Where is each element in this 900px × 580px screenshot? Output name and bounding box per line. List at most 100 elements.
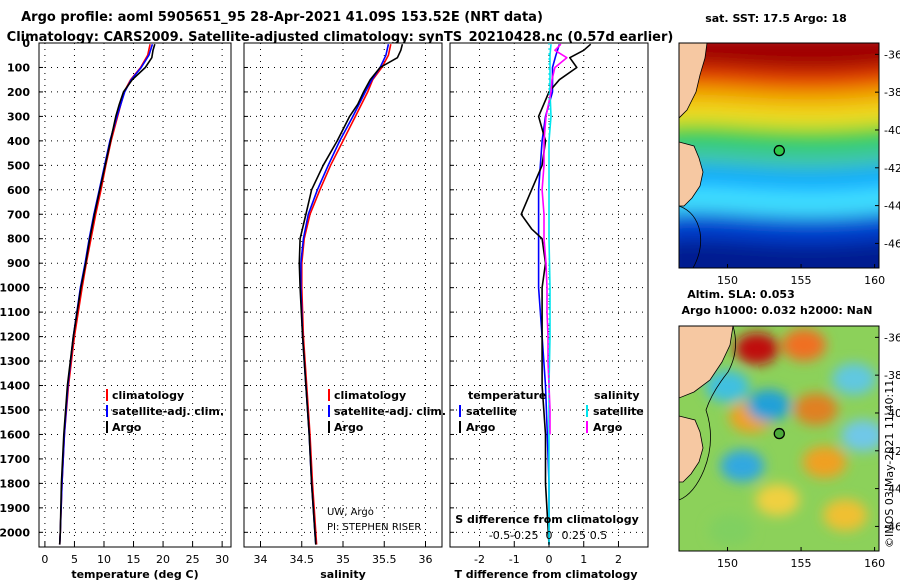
series-line-salinity-argo <box>541 43 568 435</box>
legend-label-t-argo: Argo <box>466 421 496 434</box>
depth-tick-label: 1900 <box>0 502 30 515</box>
lon-tick-label: 150 <box>717 557 738 570</box>
temperature-panel-frame <box>38 42 232 548</box>
sla-field <box>705 328 879 547</box>
secondary-x-tick-label: 0.25 <box>562 529 587 542</box>
imos-timestamp: ©IMOS 03-May-2021 11:40:11 <box>883 380 896 548</box>
secondary-x-tick-label: -0.25 <box>510 529 538 542</box>
lon-tick-label: 155 <box>791 557 812 570</box>
annotation-uw-argo: UW, Argo <box>327 507 374 518</box>
series-line-temperature-argo <box>520 43 592 545</box>
lon-tick-label: 150 <box>717 274 738 287</box>
lon-tick-label: 160 <box>864 274 885 287</box>
x-tick-label: 10 <box>97 553 111 566</box>
difference-x-label: T difference from climatology <box>454 568 637 580</box>
lat-tick-label: -46 <box>884 237 900 250</box>
lat-tick-label: -46 <box>884 520 900 533</box>
sst-map-axes: 150 155 160 -36 -38 -40 -42 -44 -46 <box>717 48 900 287</box>
lat-tick-label: -42 <box>884 162 900 175</box>
depth-tick-label: 1100 <box>0 306 30 319</box>
depth-tick-label: 700 <box>7 208 30 221</box>
depth-tick-label: 100 <box>7 61 30 74</box>
depth-tick-label: 1600 <box>0 428 30 441</box>
lat-tick-label: -44 <box>884 200 900 213</box>
lon-tick-label: 160 <box>864 557 885 570</box>
salinity-series <box>298 43 404 545</box>
sla-eddy <box>708 514 753 547</box>
sla-eddy <box>746 389 791 422</box>
depth-tick-label: 1400 <box>0 380 30 393</box>
secondary-x-tick-label: 0.5 <box>590 529 608 542</box>
lat-tick-label: -44 <box>884 483 900 496</box>
temperature-grid <box>39 43 231 547</box>
x-tick-label: 0 <box>546 553 553 566</box>
series-line-temperature-satellite <box>537 43 561 545</box>
lon-tick-label: 155 <box>791 274 812 287</box>
argo-position-marker <box>773 427 785 440</box>
sst-map-title: sat. SST: 17.5 Argo: 18 <box>705 12 847 25</box>
difference-secondary-x-ticks: -0.5 -0.25 0 0.25 0.5 <box>489 529 607 542</box>
header-title-line2: Climatology: CARS2009. Satellite-adjuste… <box>7 30 674 45</box>
x-tick-label: 35 <box>336 553 350 566</box>
depth-tick-label: 0 <box>22 37 30 50</box>
lat-tick-label: -40 <box>884 124 900 137</box>
depth-tick-label: 800 <box>7 233 30 246</box>
australia-coast <box>679 326 734 399</box>
sst-band <box>679 239 879 268</box>
x-tick-label: 34 <box>254 553 268 566</box>
legend-label-climatology: climatology <box>334 389 406 402</box>
bathymetry-contour <box>679 326 736 501</box>
sst-map <box>679 43 879 268</box>
lat-tick-label: -36 <box>884 331 900 344</box>
argo-position-marker <box>773 144 785 157</box>
x-tick-label: 15 <box>127 553 141 566</box>
lat-tick-label: -40 <box>884 407 900 420</box>
sla-eddy <box>840 419 879 452</box>
salinity-legend: climatology satellite-adj. clim. Argo UW… <box>327 389 446 533</box>
sla-map-title-line2: Argo h1000: 0.032 h2000: NaN <box>681 304 872 317</box>
depth-tick-label: 1200 <box>0 331 30 344</box>
sla-eddy <box>782 328 826 361</box>
lat-tick-label: -42 <box>884 445 900 458</box>
depth-tick-label: 2000 <box>0 526 30 539</box>
lat-tick-label: -36 <box>884 48 900 61</box>
depth-tick-label: 400 <box>7 135 30 148</box>
bathymetry-contour <box>679 205 702 268</box>
header-title-line1: Argo profile: aoml 5905651_95 28-Apr-202… <box>21 10 543 25</box>
legend-heading-salinity: salinity <box>594 389 640 402</box>
depth-tick-label: 1700 <box>0 453 30 466</box>
temperature-x-label: temperature (deg C) <box>71 568 198 580</box>
depth-tick-label: 1500 <box>0 404 30 417</box>
sst-map-frame <box>678 42 880 269</box>
australia-coast <box>679 43 708 119</box>
sla-eddy <box>832 362 876 395</box>
legend-heading-temperature: temperature <box>468 389 546 402</box>
sla-map-frame <box>678 325 880 552</box>
sla-map-title-line1: Altim. SLA: 0.053 <box>687 288 794 301</box>
depth-tick-label: 500 <box>7 159 30 172</box>
depth-tick-label: 600 <box>7 184 30 197</box>
depth-tick-label: 1800 <box>0 477 30 490</box>
depth-tick-label: 900 <box>7 257 30 270</box>
sla-map-axes: 150 155 160 -36 -38 -40 -42 -44 -46 <box>717 331 900 570</box>
sla-map <box>679 326 879 551</box>
series-line-argo <box>298 43 404 545</box>
x-tick-label: -2 <box>474 553 485 566</box>
difference-series <box>520 43 592 547</box>
temperature-legend: climatology satellite-adj. clim. Argo <box>106 389 224 434</box>
tasmania <box>679 141 704 207</box>
depth-tick-label: 300 <box>7 110 30 123</box>
tasmania <box>679 415 704 483</box>
sla-eddy <box>823 499 868 532</box>
salinity-x-ticks: 34 34.5 35 35.5 36 <box>254 542 433 566</box>
lat-tick-label: -38 <box>884 369 900 382</box>
salinity-grid <box>244 43 442 547</box>
temperature-x-ticks: 0 5 10 15 20 25 30 <box>41 542 229 566</box>
sla-eddy <box>705 370 750 403</box>
sla-eddy <box>793 393 838 426</box>
x-tick-label: 30 <box>215 553 229 566</box>
legend-label-satellite: satellite-adj. clim. <box>334 405 446 418</box>
x-tick-label: -1 <box>509 553 520 566</box>
depth-tick-label: 1000 <box>0 282 30 295</box>
difference-x-ticks: -2 -1 0 1 2 <box>474 542 622 566</box>
